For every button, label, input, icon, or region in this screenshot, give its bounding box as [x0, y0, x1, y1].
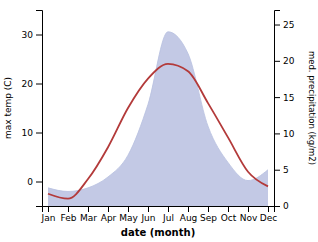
tick-label: Feb	[61, 213, 77, 223]
tick: 10	[22, 128, 42, 138]
tick: 25	[274, 20, 294, 30]
chart: Jan FebMar AprMayJun Jul AugSep OctNovDec 0 10 2…	[0, 0, 318, 242]
y2-axis-title: med. precipitation (kg/m2)	[307, 51, 317, 165]
tick-label: Dec	[260, 213, 277, 223]
tick: 0	[274, 201, 289, 211]
tick-mark	[68, 206, 69, 212]
tick: Sep	[200, 206, 217, 223]
tick-label: Nov	[240, 213, 258, 223]
tick-label: Apr	[101, 213, 117, 223]
y-axis-line	[36, 11, 43, 207]
tick-mark	[36, 133, 42, 134]
x-axis-title: date (month)	[121, 227, 195, 238]
tick-mark	[274, 97, 280, 98]
y2-axis: 0 5 10 15 20 25	[274, 11, 295, 212]
tick-mark	[274, 61, 280, 62]
tick-label: Jun	[140, 213, 155, 223]
tick: Oct	[221, 206, 237, 223]
tick-mark	[148, 206, 149, 212]
tick-mark	[248, 206, 249, 212]
tick-label: 15	[283, 92, 294, 102]
tick-mark	[274, 170, 280, 171]
tick: May	[119, 206, 138, 223]
tick-label: 30	[22, 30, 34, 40]
line	[48, 64, 268, 199]
tick-label: Aug	[180, 213, 198, 223]
y2-axis-line	[275, 11, 281, 207]
x-axis: Jan FebMar AprMayJun Jul AugSep OctNovDec	[41, 206, 278, 223]
tick: 30	[22, 30, 42, 40]
tick-mark	[268, 206, 269, 212]
tick-label: Jul	[162, 213, 174, 223]
tick: Dec	[260, 206, 277, 223]
x-axis-line	[43, 207, 275, 213]
tick-mark	[128, 206, 129, 212]
tick-label: Mar	[80, 213, 97, 223]
tick-mark	[188, 206, 189, 212]
tick: 0	[27, 177, 42, 187]
tick: 20	[274, 56, 295, 66]
tick-label: 0	[27, 177, 33, 187]
tick-mark	[36, 84, 42, 85]
tick-mark	[208, 206, 209, 212]
tick: Mar	[80, 206, 97, 223]
tick-label: 20	[283, 56, 295, 66]
tick-label: Sep	[200, 213, 217, 223]
tick-mark	[36, 182, 42, 183]
tick-mark	[108, 206, 109, 212]
tick: 5	[274, 165, 289, 175]
tick-label: Oct	[221, 213, 237, 223]
tick-mark	[36, 35, 42, 36]
tick: 10	[274, 129, 295, 139]
tick-mark	[274, 25, 280, 26]
tick: Jun	[140, 206, 155, 223]
tick: Aug	[180, 206, 198, 223]
y-axis-title: max temp (C)	[3, 77, 13, 139]
tick: 15	[274, 92, 294, 102]
tick-label: Jan	[41, 213, 56, 223]
tick-label: 5	[283, 165, 289, 175]
tick-mark	[48, 206, 49, 212]
tick: 20	[22, 79, 42, 89]
tick: Apr	[101, 206, 117, 223]
area-edge	[48, 32, 268, 192]
tick: Jul	[162, 206, 174, 223]
plot-area	[48, 32, 268, 206]
area	[48, 32, 268, 206]
y-axis: 0 10 20 30	[22, 11, 43, 207]
tick-mark	[168, 206, 169, 212]
tick-label: 20	[22, 79, 34, 89]
tick-label: 0	[283, 201, 289, 211]
tick-mark	[228, 206, 229, 212]
tick-label: May	[119, 213, 138, 223]
tick-mark	[88, 206, 89, 212]
tick-mark	[274, 133, 280, 134]
tick-label: 25	[283, 20, 294, 30]
tick-label: 10	[22, 128, 34, 138]
tick: Feb	[61, 206, 77, 223]
tick: Jan	[41, 206, 56, 223]
tick: Nov	[240, 206, 258, 223]
tick-label: 10	[283, 129, 295, 139]
tick-mark	[274, 206, 280, 207]
